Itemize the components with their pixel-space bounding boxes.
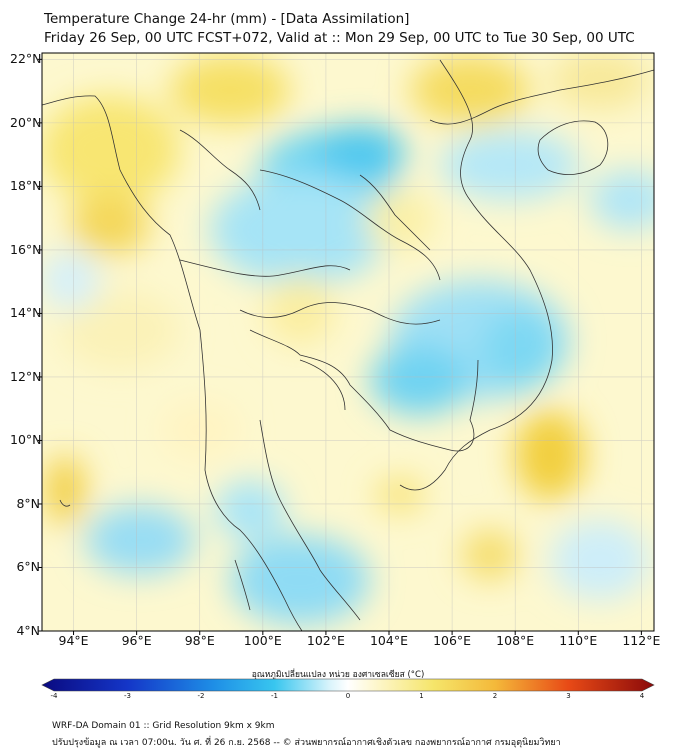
lat-label: 22°N: [10, 51, 42, 67]
lon-label: 98°E: [184, 633, 215, 648]
temperature-change-map: [38, 52, 655, 635]
colorbar-tick-label: -2: [197, 692, 205, 700]
coastline-borders: [41, 59, 655, 632]
colorbar-tick-label: -1: [271, 692, 278, 700]
lat-label: 12°N: [10, 368, 42, 384]
colorbar-tick-label: 4: [639, 692, 645, 700]
lat-label: 18°N: [10, 178, 42, 194]
lat-label: 8°N: [16, 495, 40, 511]
colorbar-title: อุณหภูมิเปลี่ยนแปลง หน่วย องศาเซลเซียส (…: [251, 670, 425, 680]
lon-label: 96°E: [121, 633, 152, 648]
lat-label: 16°N: [10, 241, 42, 257]
footer-update-info: ปรับปรุงข้อมูล ณ เวลา 07:00น. วัน ศ. ที่…: [52, 738, 561, 748]
lon-label: 100°E: [243, 633, 282, 648]
lat-label: 6°N: [16, 559, 40, 575]
colorbar-tick-label: 0: [345, 692, 351, 700]
map-subtitle: Friday 26 Sep, 00 UTC FCST+072, Valid at…: [44, 30, 635, 46]
colorbar-tick-label: 1: [419, 692, 424, 700]
colorbar-tick-label: 2: [492, 692, 498, 700]
lat-label: 20°N: [10, 114, 42, 130]
lon-label: 102°E: [306, 633, 345, 648]
map-title: Temperature Change 24-hr (mm) - [Data As…: [44, 11, 410, 27]
lon-label: 104°E: [369, 633, 408, 648]
lon-label: 112°E: [622, 633, 661, 648]
lon-label: 94°E: [58, 633, 89, 648]
lon-label: 108°E: [496, 633, 535, 648]
colorbar-tick-label: -3: [124, 692, 131, 700]
lon-label: 106°E: [433, 633, 472, 648]
lat-label: 10°N: [10, 432, 42, 448]
lat-label: 4°N: [16, 623, 40, 638]
colorbar-tick-label: -4: [50, 692, 58, 700]
colorbar-tick-label: 3: [566, 692, 571, 700]
lat-label: 14°N: [10, 305, 42, 321]
plot-frame: [41, 52, 655, 632]
lon-label: 110°E: [559, 633, 598, 648]
footer-model-info: WRF-DA Domain 01 :: Grid Resolution 9km …: [52, 721, 275, 731]
temperature-field: [42, 53, 654, 631]
